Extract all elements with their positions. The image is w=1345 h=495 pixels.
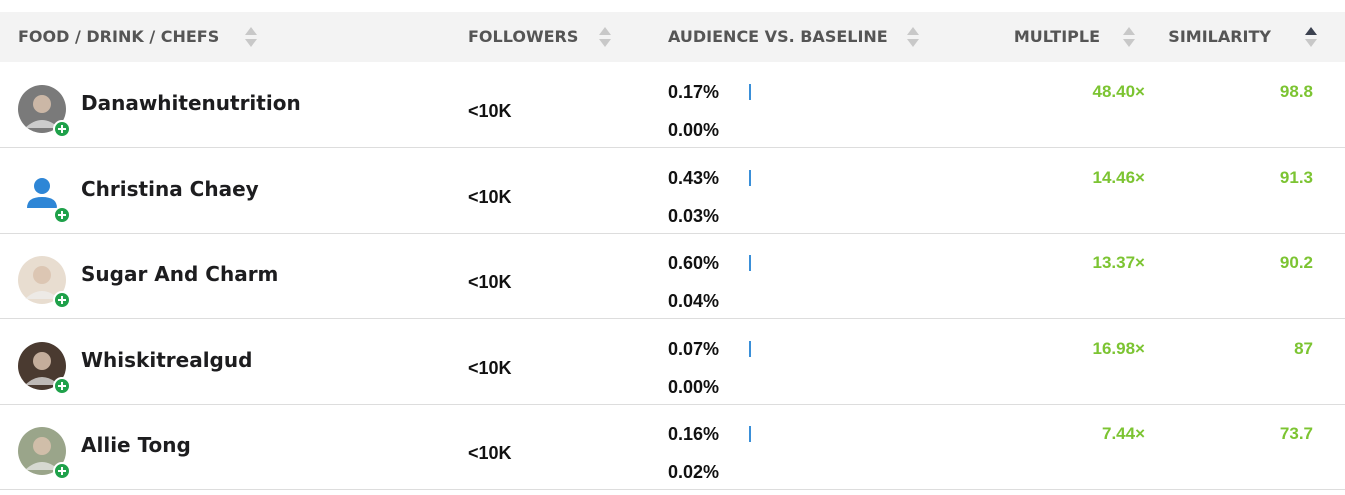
similarity: 73.7: [1279, 424, 1313, 443]
followers: <10K: [468, 272, 512, 292]
followers: <10K: [468, 357, 512, 378]
sort-icon: [1305, 27, 1317, 47]
audience-bar: [749, 169, 751, 186]
influencer-name[interactable]: Christina Chaey: [81, 176, 259, 201]
influencer-name[interactable]: Allie Tong: [81, 433, 191, 457]
audience-percent: 0.07%: [668, 338, 720, 359]
baseline-percent: 0.00%: [668, 376, 720, 397]
multiple: 7.44×: [1101, 424, 1145, 443]
table-row[interactable]: Danawhitenutrition <10K 0.17% 0.00% 48.40× 98…: [0, 62, 1345, 148]
sort-arrows[interactable]: [598, 24, 611, 48]
multiple: 48.40×: [1092, 82, 1145, 101]
avatar: [17, 255, 73, 311]
column-header[interactable]: SIMILARITY: [1168, 27, 1271, 46]
baseline-percent: 0.00%: [668, 120, 720, 140]
sort-arrows[interactable]: [906, 24, 919, 48]
audience-bar: [749, 255, 751, 271]
audience-percent: 0.17%: [668, 82, 720, 102]
table-row[interactable]: Allie Tong <10K 0.16% 0.02% 7.44× 73.7: [0, 404, 1345, 490]
avatar: [17, 84, 73, 140]
audience-bar: [749, 84, 751, 100]
column-header[interactable]: MULTIPLE: [1013, 27, 1100, 46]
sort-arrows[interactable]: [1304, 24, 1317, 48]
sort-icon: [599, 27, 611, 47]
avatar: [17, 426, 73, 482]
multiple: 14.46×: [1092, 167, 1145, 187]
baseline-percent: 0.02%: [668, 462, 720, 482]
table-row[interactable]: Christina Chaey <10K 0.43% 0.03% 14.46× 91.3: [0, 148, 1345, 234]
similarity: 98.8: [1279, 82, 1313, 101]
followers: <10K: [468, 101, 512, 121]
sort-arrows[interactable]: [1122, 24, 1135, 48]
baseline-percent: 0.03%: [668, 205, 720, 226]
column-header[interactable]: AUDIENCE VS. BASELINE: [668, 27, 888, 46]
sort-icon: [907, 27, 919, 47]
avatar: [17, 170, 73, 226]
multiple: 13.37×: [1092, 253, 1145, 272]
similarity: 90.2: [1279, 253, 1313, 272]
followers: <10K: [468, 186, 512, 207]
sort-icon: [245, 27, 257, 47]
followers: <10K: [468, 443, 512, 463]
similarity: 91.3: [1279, 167, 1313, 187]
avatar: [17, 341, 73, 397]
baseline-percent: 0.04%: [668, 291, 720, 311]
table-row[interactable]: Sugar And Charm <10K 0.60% 0.04% 13.37× 90.2: [0, 233, 1345, 319]
audience-percent: 0.60%: [668, 253, 720, 273]
multiple: 16.98×: [1092, 338, 1145, 358]
sort-arrows[interactable]: [244, 24, 257, 48]
influencer-name[interactable]: Sugar And Charm: [81, 262, 279, 286]
audience-percent: 0.43%: [668, 167, 720, 188]
influencer-name[interactable]: Danawhitenutrition: [81, 91, 301, 115]
similarity: 87: [1294, 338, 1313, 358]
sort-icon: [1123, 27, 1135, 47]
column-header[interactable]: FOLLOWERS: [468, 27, 579, 46]
audience-percent: 0.16%: [668, 424, 720, 444]
audience-bar: [749, 340, 751, 357]
table-header: [0, 12, 1345, 62]
influencer-name[interactable]: Whiskitrealgud: [81, 347, 253, 372]
column-header[interactable]: FOOD / DRINK / CHEFS: [18, 27, 220, 46]
table-row[interactable]: Whiskitrealgud <10K 0.07% 0.00% 16.98× 87: [0, 319, 1345, 405]
audience-bar: [749, 426, 751, 442]
